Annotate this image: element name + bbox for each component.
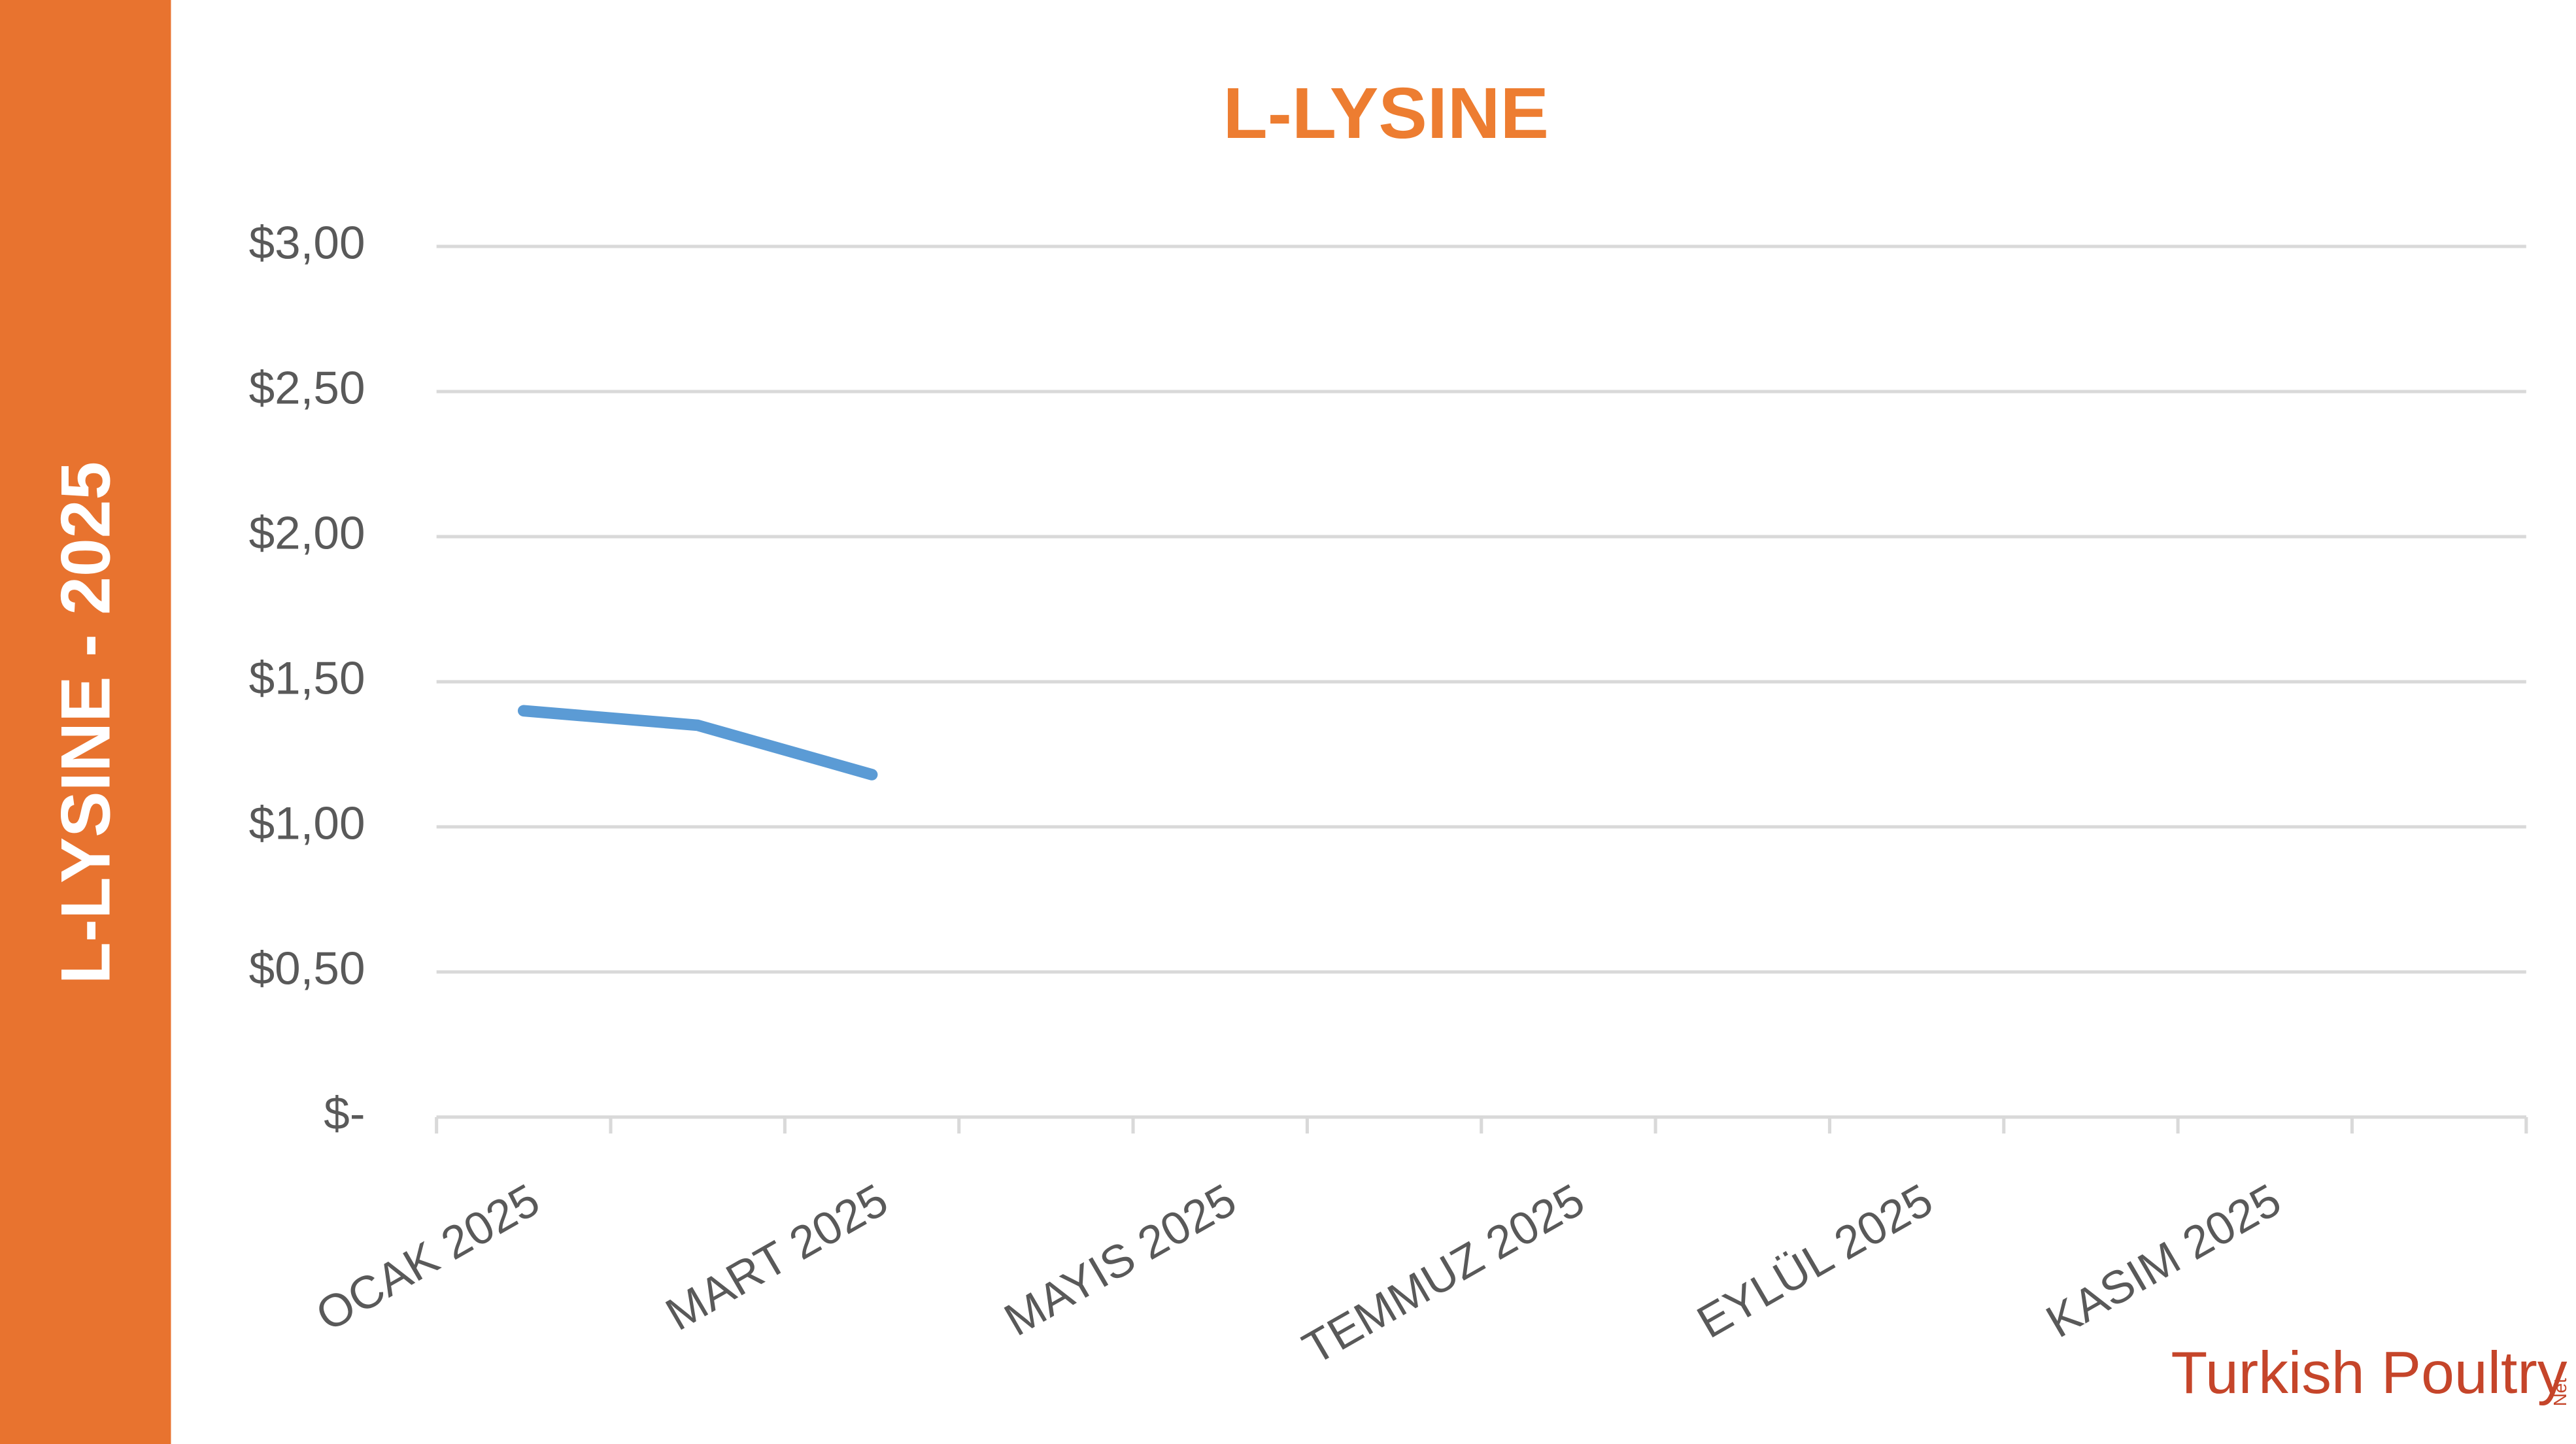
logo-suffix: Net xyxy=(2550,1378,2570,1406)
sidebar-title: L-LYSINE - 2025 xyxy=(47,462,125,984)
sidebar xyxy=(0,0,171,1444)
logo: Turkish Poultry xyxy=(2171,1341,2568,1406)
x-tick-label: OCAK 2025 xyxy=(307,1174,548,1341)
x-tick-label: MAYIS 2025 xyxy=(996,1174,1245,1346)
y-tick-label: $0,50 xyxy=(249,943,365,994)
x-tick-label: TEMMUZ 2025 xyxy=(1294,1174,1593,1375)
y-tick-label: $- xyxy=(324,1088,365,1139)
y-tick-label: $2,50 xyxy=(249,362,365,414)
y-tick-label: $3,00 xyxy=(249,217,365,269)
line-series xyxy=(517,705,878,781)
chart-title: L-LYSINE xyxy=(1223,73,1550,154)
x-tick-label: MART 2025 xyxy=(657,1174,896,1341)
x-tick-label: KASIM 2025 xyxy=(2037,1174,2289,1348)
x-tick-label: EYLÜL 2025 xyxy=(1688,1174,1940,1348)
y-tick-label: $1,50 xyxy=(249,652,365,704)
y-tick-label: $2,00 xyxy=(249,507,365,559)
y-tick-label: $1,00 xyxy=(249,798,365,849)
